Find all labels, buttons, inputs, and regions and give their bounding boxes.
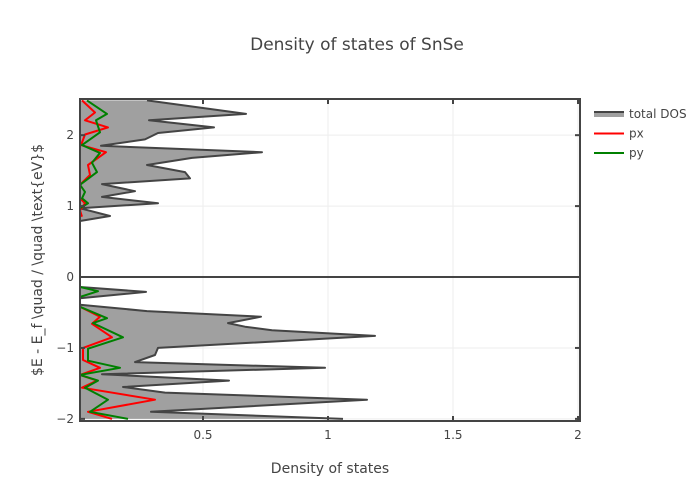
x-tick-label: 0.5 (193, 428, 212, 442)
series-line-px (80, 289, 156, 420)
legend: total DOS px py (594, 107, 687, 160)
x-axis-label: Density of states (271, 461, 389, 477)
x-tick-label: 1 (324, 428, 332, 442)
x-tick-label: 2 (574, 428, 582, 442)
y-tick-label: 2 (66, 128, 74, 142)
axes: 0.5 1 1.5 2 −2 −1 0 1 2 (56, 98, 582, 442)
y-tick-label: −1 (56, 341, 74, 355)
legend-swatch-total-dos-fill (594, 111, 624, 117)
legend-label: px (629, 127, 644, 141)
series-fill-total-dos (80, 287, 375, 419)
y-tick-label: 1 (66, 199, 74, 213)
series-line-py (80, 99, 108, 210)
series-line-total-dos (80, 99, 263, 222)
y-tick-label: −2 (56, 412, 74, 426)
series-line-px (80, 99, 109, 218)
chart-title: Density of states of SnSe (250, 35, 464, 55)
legend-label: py (629, 146, 644, 160)
plot-area (80, 99, 376, 420)
y-tick-label: 0 (66, 270, 74, 284)
y-axis-label: $E - E_f \quad / \quad \text{eV}$ (30, 144, 46, 376)
x-tick-label: 1.5 (443, 428, 462, 442)
series-line-py (80, 286, 129, 420)
series-line-total-dos (80, 286, 376, 420)
legend-label: total DOS (629, 107, 687, 121)
plot-frame (79, 98, 581, 422)
